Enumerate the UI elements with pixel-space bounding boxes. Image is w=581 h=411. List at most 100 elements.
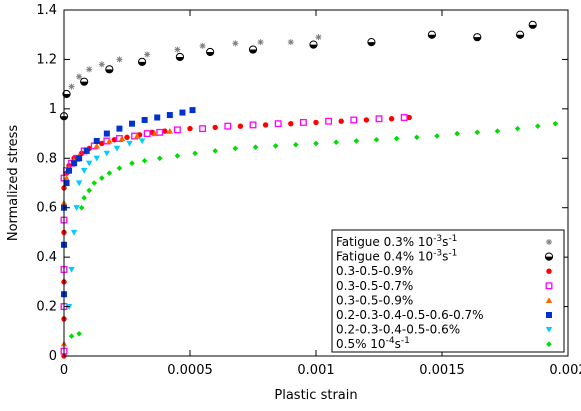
- data-point: [83, 147, 90, 154]
- legend-label: Fatigue 0.3% 10-3s-1: [336, 234, 457, 249]
- data-point: [91, 180, 98, 186]
- data-point: [138, 138, 146, 145]
- data-point: [363, 117, 370, 123]
- data-point: [232, 40, 239, 47]
- data-point: [252, 144, 259, 150]
- legend-entry: 0.3-0.5-0.9%: [336, 293, 553, 307]
- data-point: [133, 132, 141, 139]
- legend-entry: 0.3-0.5-0.7%: [336, 279, 553, 293]
- legend-marker: [546, 341, 552, 347]
- data-point: [309, 40, 318, 49]
- x-tick-label: 0.0015: [419, 363, 465, 378]
- data-point: [315, 34, 322, 41]
- x-tick-label: 0.0005: [167, 363, 213, 378]
- data-point: [272, 143, 279, 149]
- data-point: [99, 175, 105, 181]
- data-point: [454, 130, 460, 137]
- data-point: [212, 148, 218, 154]
- legend-box: [331, 229, 565, 353]
- data-point: [534, 123, 541, 129]
- data-point: [113, 145, 121, 152]
- data-point: [212, 124, 218, 131]
- legend-marker: [545, 297, 553, 303]
- data-point: [288, 120, 294, 127]
- x-axis-label: Plastic strain: [274, 388, 357, 403]
- series-2: [59, 20, 537, 121]
- y-tick-label: 1.4: [36, 3, 57, 18]
- y-tick-label: 0.6: [36, 201, 57, 216]
- data-point: [494, 128, 501, 134]
- data-point: [63, 180, 70, 186]
- data-point: [338, 118, 344, 124]
- data-point: [76, 73, 83, 80]
- data-point: [237, 123, 244, 129]
- data-point: [406, 114, 412, 121]
- data-point: [80, 168, 88, 174]
- data-point: [179, 109, 186, 116]
- y-tick-label: 0.8: [36, 151, 57, 166]
- legend-entry: 0.3-0.5-0.9%: [336, 264, 552, 278]
- data-point: [174, 46, 181, 53]
- data-point: [68, 333, 75, 340]
- legend-entry: 0.2-0.3-0.4-0.5-0.6%: [336, 323, 553, 337]
- data-point: [274, 120, 282, 128]
- data-point: [126, 140, 133, 147]
- marks-layer: [59, 20, 559, 359]
- data-point: [189, 107, 196, 114]
- data-point: [474, 129, 481, 136]
- data-point: [313, 119, 319, 126]
- legend-label: 0.2-0.3-0.4-0.5-0.6%: [336, 323, 460, 337]
- data-point: [68, 266, 75, 273]
- x-ticks: 0 0.0005 0.001 0.0015 0.002: [60, 10, 581, 378]
- y-axis-label: Normalized stress: [6, 125, 21, 242]
- data-point: [174, 153, 181, 159]
- data-point: [199, 42, 206, 49]
- data-point: [141, 157, 148, 164]
- legend-marker: [546, 268, 552, 274]
- data-point: [66, 167, 73, 174]
- data-point: [199, 125, 207, 133]
- legend-entry: 0.2-0.3-0.4-0.5-0.6-0.7%: [336, 308, 552, 322]
- data-point: [111, 137, 118, 143]
- data-point: [414, 134, 420, 141]
- legend-entry: Fatigue 0.4% 10-3s-1: [336, 249, 554, 264]
- data-point: [192, 150, 198, 157]
- data-point: [262, 122, 269, 128]
- data-point: [156, 155, 163, 162]
- y-tick-label: 1: [49, 102, 57, 117]
- y-tick-label: 0: [49, 349, 57, 364]
- data-point: [144, 51, 151, 58]
- legend-label: 0.2-0.3-0.4-0.5-0.6-0.7%: [336, 308, 484, 322]
- data-point: [313, 140, 319, 147]
- data-point: [99, 140, 105, 147]
- data-point: [73, 205, 80, 211]
- legend-label: 0.3-0.5-0.9%: [336, 264, 413, 278]
- x-tick-label: 0.001: [297, 363, 334, 378]
- data-point: [98, 61, 105, 68]
- data-point: [103, 130, 110, 137]
- data-point: [156, 128, 164, 136]
- data-point: [400, 114, 408, 121]
- data-point: [103, 150, 111, 157]
- data-point: [93, 155, 100, 162]
- data-point: [393, 135, 400, 142]
- legend-entry: Fatigue 0.3% 10-3s-1: [336, 234, 552, 249]
- x-tick-label: 0: [60, 363, 68, 378]
- legend-label: 0.3-0.5-0.7%: [336, 279, 413, 293]
- data-point: [293, 141, 299, 148]
- series-8: [68, 120, 559, 340]
- data-point: [116, 165, 123, 171]
- data-point: [473, 33, 482, 42]
- data-point: [124, 134, 130, 140]
- data-point: [151, 130, 158, 137]
- data-point: [62, 89, 71, 99]
- data-point: [173, 126, 181, 134]
- legend-entry: 0.5% 10-4s-1: [336, 336, 552, 351]
- y-tick-label: 1.2: [36, 52, 57, 67]
- data-point: [138, 57, 147, 67]
- data-point: [350, 116, 358, 124]
- data-point: [129, 160, 135, 167]
- legend-marker: [546, 239, 552, 245]
